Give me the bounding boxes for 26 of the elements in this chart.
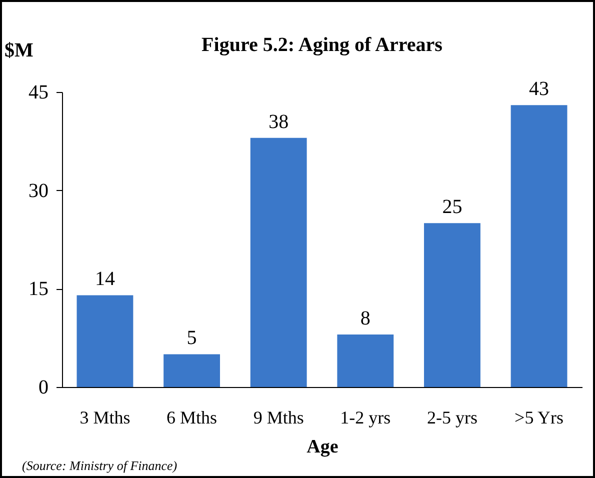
x-tick-label: 2-5 yrs xyxy=(426,408,478,428)
x-axis-title: Age xyxy=(306,436,338,458)
bar xyxy=(510,105,568,387)
chart-title: Figure 5.2: Aging of Arrears xyxy=(200,34,444,57)
data-label: 5 xyxy=(186,327,197,350)
data-label: 14 xyxy=(94,268,115,290)
bar xyxy=(76,295,134,387)
x-tick-label: 9 Mths xyxy=(253,408,304,428)
y-tick-label: 0 xyxy=(38,376,48,398)
x-tick-label: >5 Yrs xyxy=(514,408,564,428)
x-tick-label: 3 Mths xyxy=(80,408,130,428)
y-tick-label: 30 xyxy=(28,180,48,202)
y-axis-title: $M xyxy=(4,40,34,62)
y-tick-label: 15 xyxy=(28,278,48,300)
y-tick-label: 45 xyxy=(28,82,48,104)
data-label: 8 xyxy=(360,308,370,330)
text: (Source: Ministry of Finance) xyxy=(22,458,178,474)
bar xyxy=(250,138,307,387)
data-label: 25 xyxy=(442,196,462,218)
x-tick-label: 1-2 yrs xyxy=(340,408,391,428)
bar xyxy=(164,354,220,387)
data-label: 38 xyxy=(268,110,289,133)
bar xyxy=(337,334,394,387)
x-tick-label: 6 Mths xyxy=(166,408,218,428)
bar xyxy=(424,223,480,387)
data-label: 43 xyxy=(529,78,550,100)
